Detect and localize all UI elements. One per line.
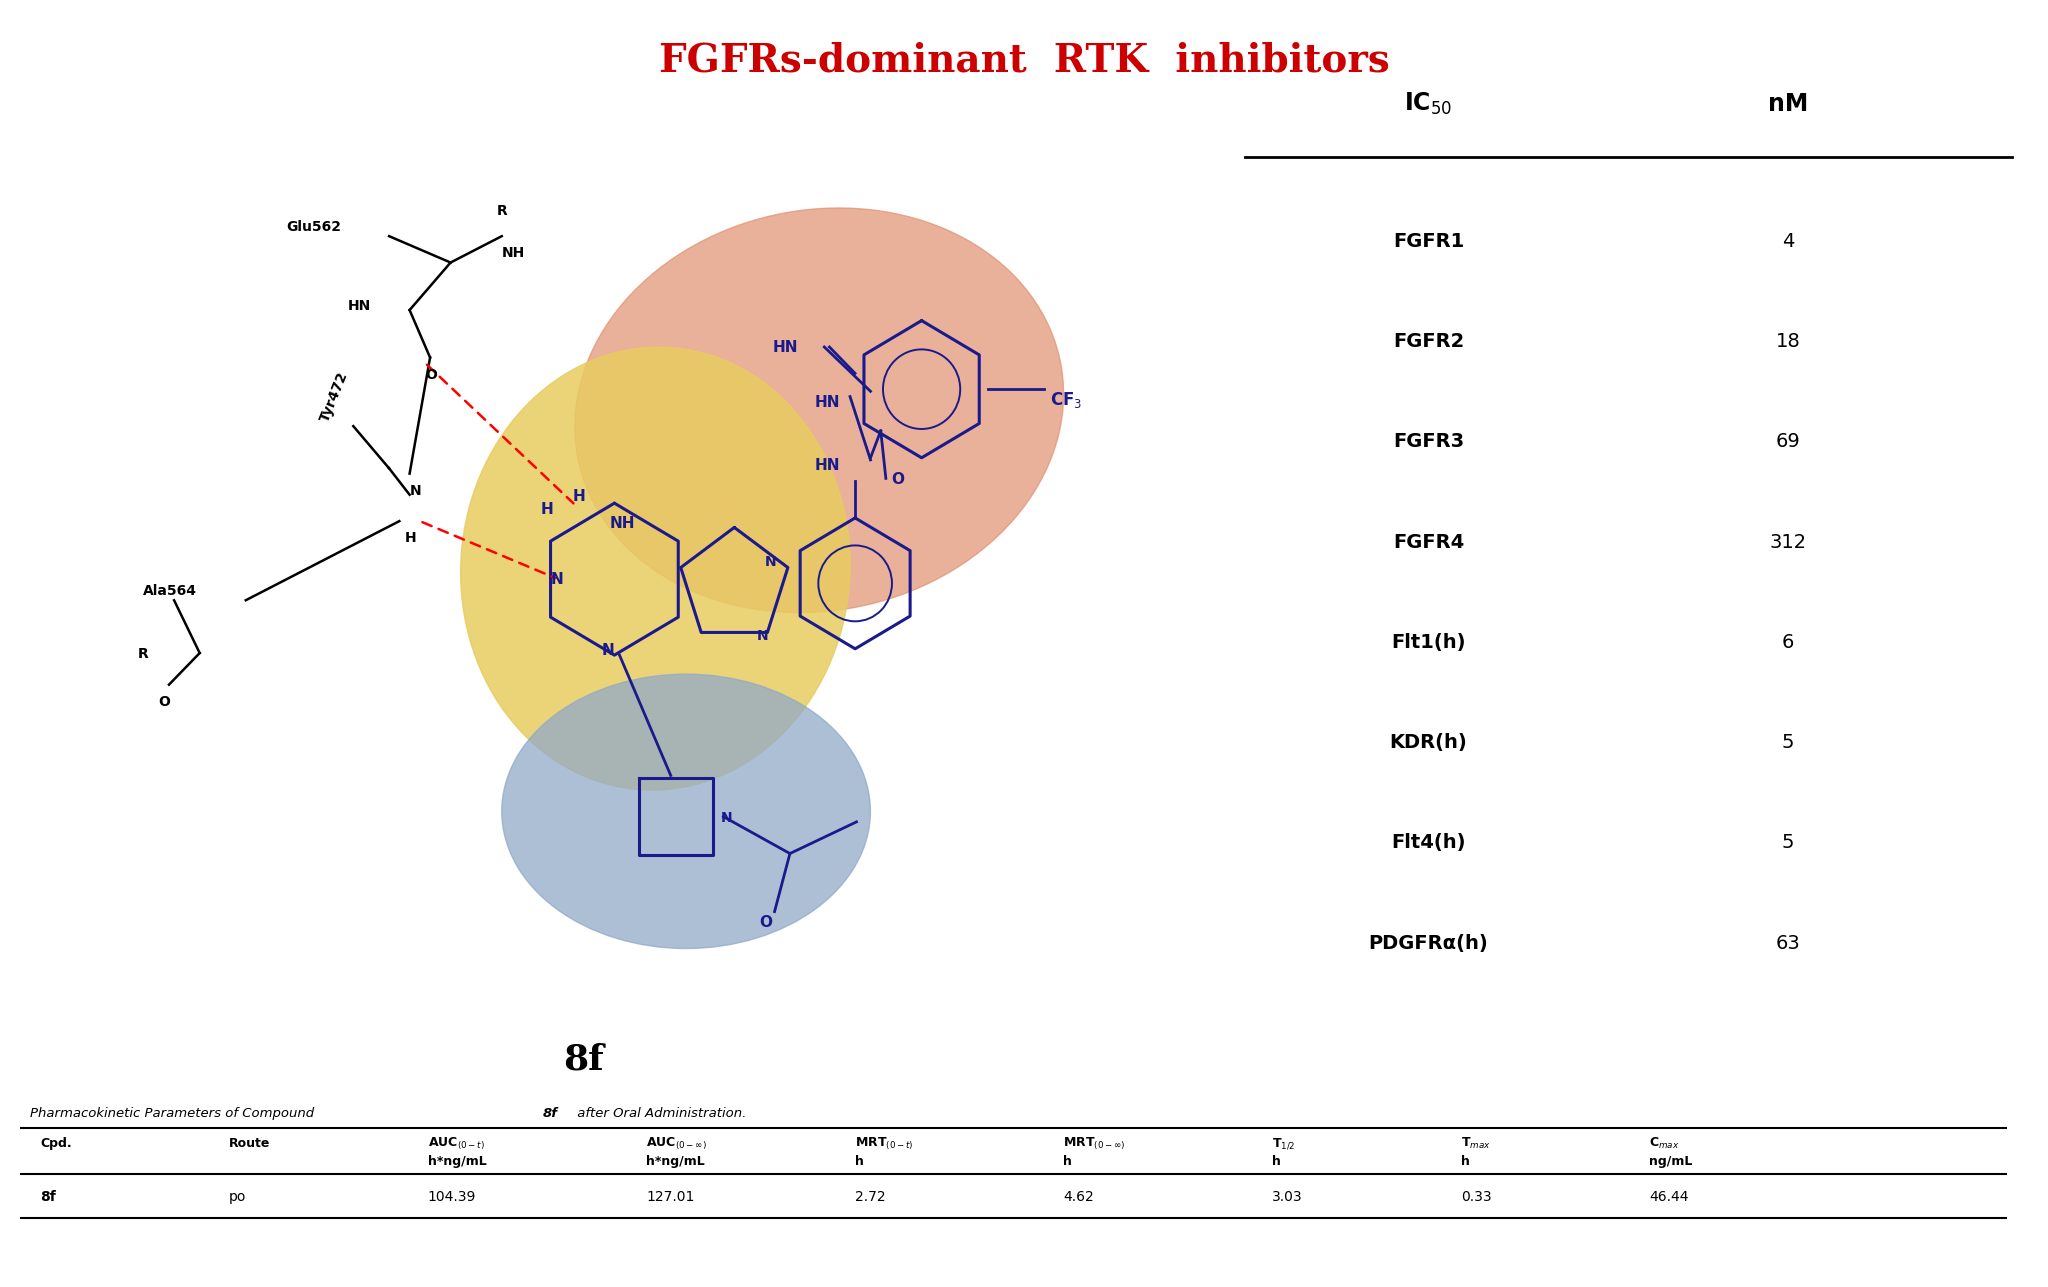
- Text: O: O: [891, 471, 903, 486]
- Text: AUC$_{(0-∞)}$: AUC$_{(0-∞)}$: [647, 1135, 707, 1152]
- Text: N: N: [551, 573, 563, 587]
- Text: Cpd.: Cpd.: [41, 1136, 72, 1149]
- Text: O: O: [158, 695, 170, 709]
- Text: 8f: 8f: [41, 1190, 55, 1205]
- Text: FGFR1: FGFR1: [1393, 232, 1464, 251]
- Text: po: po: [229, 1190, 246, 1205]
- Text: 0.33: 0.33: [1460, 1190, 1491, 1205]
- Text: IC$_{50}$: IC$_{50}$: [1405, 91, 1452, 117]
- Text: H: H: [541, 502, 553, 516]
- Text: NH: NH: [502, 246, 524, 260]
- Text: NH: NH: [610, 516, 635, 532]
- Text: 8f: 8f: [563, 1042, 604, 1077]
- Text: N: N: [602, 644, 614, 658]
- Text: FGFR2: FGFR2: [1393, 332, 1464, 351]
- Text: MRT$_{(0-∞)}$: MRT$_{(0-∞)}$: [1063, 1135, 1126, 1152]
- Text: 2.72: 2.72: [854, 1190, 885, 1205]
- Text: 4.62: 4.62: [1063, 1190, 1094, 1205]
- Text: Flt1(h): Flt1(h): [1391, 633, 1466, 653]
- Text: FGFRs-dominant  RTK  inhibitors: FGFRs-dominant RTK inhibitors: [659, 41, 1389, 80]
- Text: ng/mL: ng/mL: [1649, 1154, 1694, 1169]
- Text: R: R: [498, 205, 508, 218]
- Text: HN: HN: [348, 299, 371, 313]
- Text: HN: HN: [815, 395, 840, 411]
- Text: KDR(h): KDR(h): [1391, 734, 1466, 752]
- Text: HN: HN: [815, 458, 840, 474]
- Text: 5: 5: [1782, 834, 1794, 852]
- Text: h: h: [854, 1154, 864, 1169]
- Text: h: h: [1063, 1154, 1073, 1169]
- Text: Glu562: Glu562: [287, 220, 342, 234]
- Text: Flt4(h): Flt4(h): [1391, 834, 1466, 852]
- Text: h: h: [1460, 1154, 1470, 1169]
- Text: 63: 63: [1776, 934, 1800, 952]
- Ellipse shape: [575, 208, 1063, 613]
- Text: O: O: [426, 368, 436, 382]
- Text: T$_{max}$: T$_{max}$: [1460, 1135, 1491, 1151]
- Text: 46.44: 46.44: [1649, 1190, 1690, 1205]
- Text: 312: 312: [1769, 533, 1806, 552]
- Text: CF$_3$: CF$_3$: [1049, 390, 1081, 411]
- Text: AUC$_{(0-t)}$: AUC$_{(0-t)}$: [428, 1135, 485, 1152]
- Text: FGFR4: FGFR4: [1393, 533, 1464, 552]
- Text: 127.01: 127.01: [647, 1190, 694, 1205]
- Ellipse shape: [461, 347, 850, 790]
- Text: FGFR3: FGFR3: [1393, 432, 1464, 452]
- Text: HN: HN: [774, 340, 799, 355]
- Text: N: N: [410, 484, 422, 498]
- Text: Ala564: Ala564: [143, 584, 197, 598]
- Text: Route: Route: [229, 1136, 270, 1149]
- Text: 6: 6: [1782, 633, 1794, 653]
- Text: 104.39: 104.39: [428, 1190, 475, 1205]
- Text: nM: nM: [1767, 93, 1808, 116]
- Text: N: N: [721, 811, 733, 825]
- Text: N: N: [766, 556, 776, 569]
- Text: MRT$_{(0-t)}$: MRT$_{(0-t)}$: [854, 1135, 913, 1152]
- Text: H: H: [403, 532, 416, 546]
- Text: after Oral Administration.: after Oral Administration.: [573, 1107, 745, 1120]
- Text: H: H: [571, 489, 586, 505]
- Text: C$_{max}$: C$_{max}$: [1649, 1135, 1679, 1151]
- Text: 18: 18: [1776, 332, 1800, 351]
- Text: Tyr472: Tyr472: [317, 369, 350, 423]
- Text: R: R: [137, 647, 150, 662]
- Text: T$_{1/2}$: T$_{1/2}$: [1272, 1136, 1296, 1151]
- Text: O: O: [760, 915, 772, 931]
- Text: 8f: 8f: [543, 1107, 557, 1120]
- Ellipse shape: [502, 674, 870, 949]
- Text: 4: 4: [1782, 232, 1794, 251]
- Text: N: N: [758, 629, 768, 644]
- Text: h*ng/mL: h*ng/mL: [428, 1154, 487, 1169]
- Text: PDGFRα(h): PDGFRα(h): [1368, 934, 1489, 952]
- Text: 5: 5: [1782, 734, 1794, 752]
- Text: Pharmacokinetic Parameters of Compound: Pharmacokinetic Parameters of Compound: [31, 1107, 319, 1120]
- Text: 3.03: 3.03: [1272, 1190, 1303, 1205]
- Text: 69: 69: [1776, 432, 1800, 452]
- Text: h*ng/mL: h*ng/mL: [647, 1154, 705, 1169]
- Text: h: h: [1272, 1154, 1280, 1169]
